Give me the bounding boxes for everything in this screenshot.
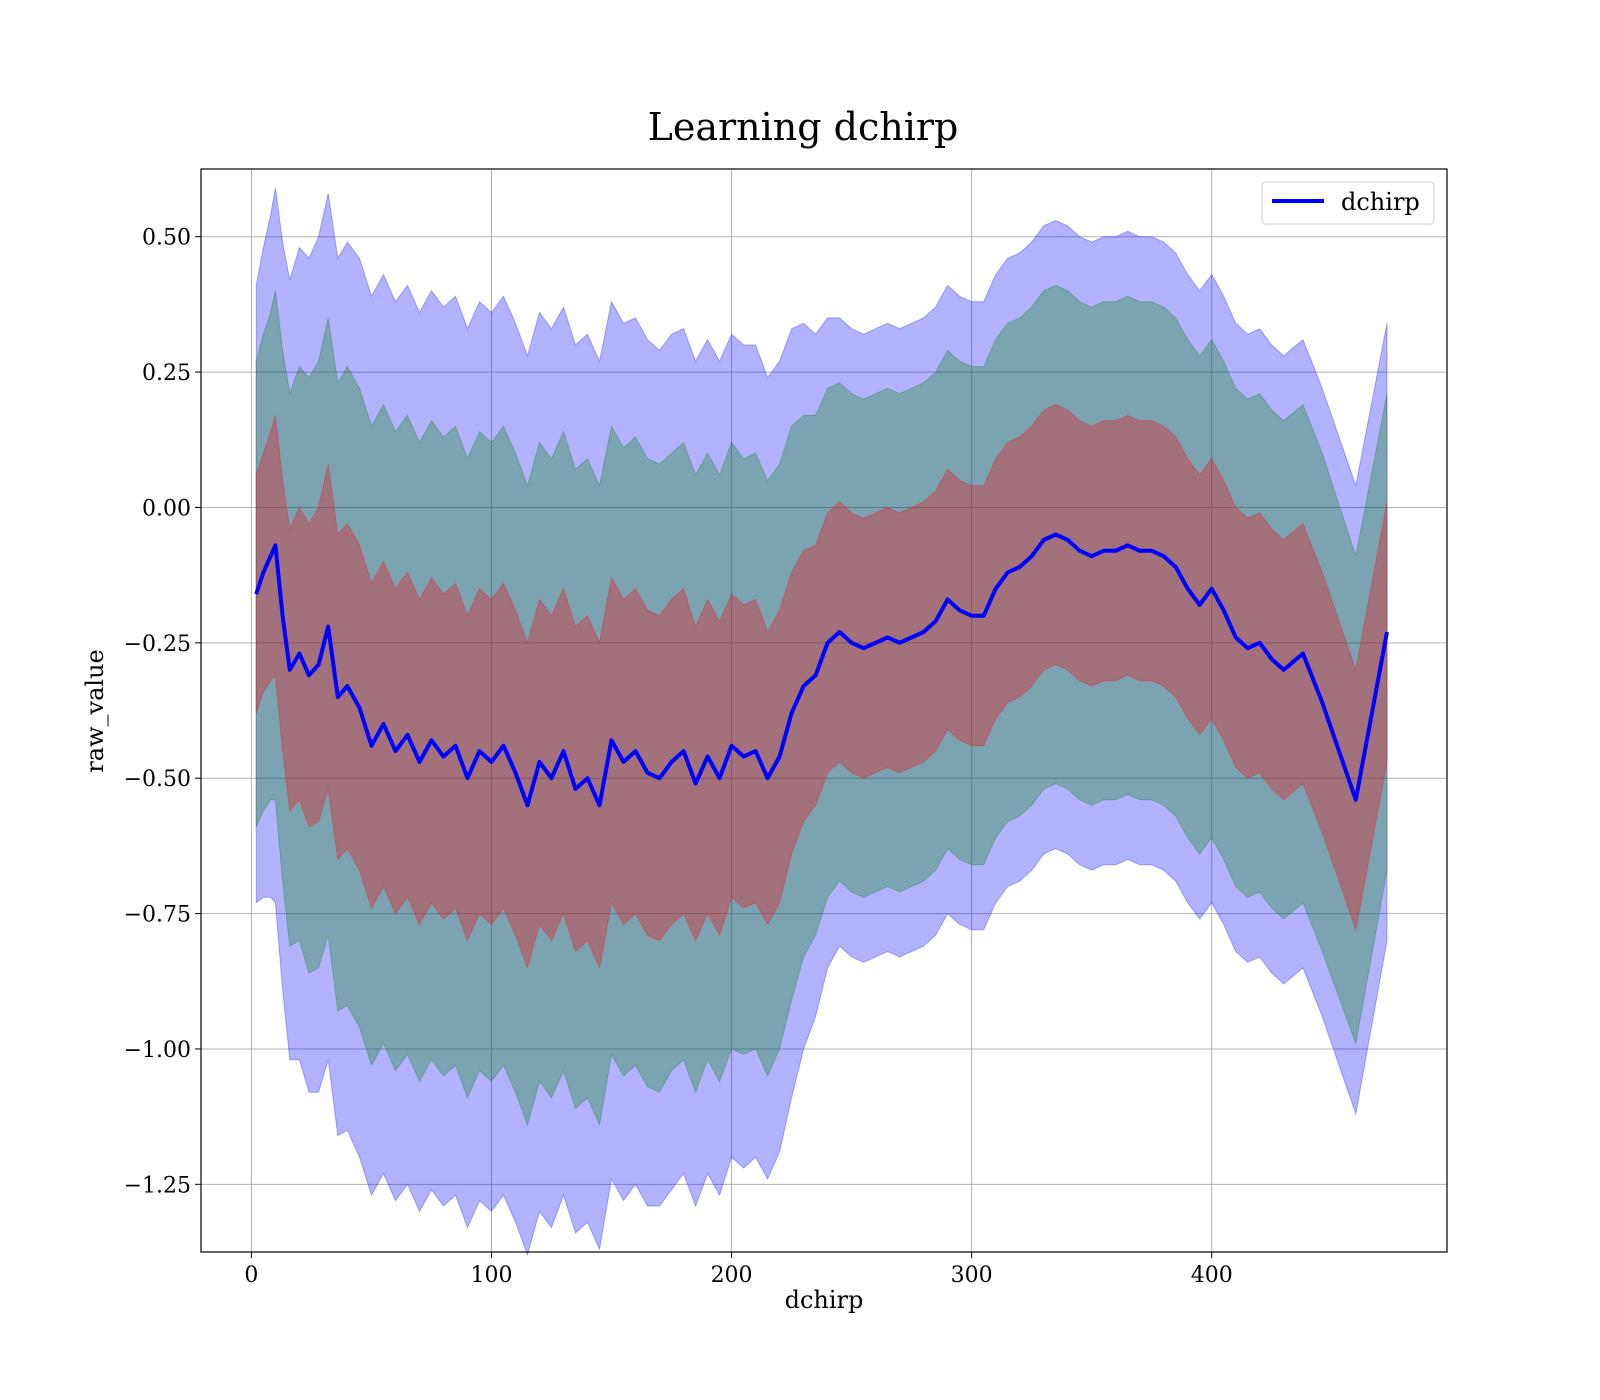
x-tick-label: 100: [470, 1263, 512, 1288]
series-lines: [254, 532, 1389, 808]
grid: [201, 169, 1447, 1252]
y-tick-label: −0.50: [124, 767, 191, 792]
y-tick-label: −1.25: [124, 1173, 191, 1198]
y-tick-label: −0.25: [124, 632, 191, 657]
x-axis: 0 100 200 300 400: [244, 1252, 1233, 1288]
x-axis-label: dchirp: [785, 1286, 864, 1314]
y-tick-label: 0.00: [142, 496, 191, 521]
band-outer: [255, 187, 1388, 1257]
y-tick-label: 0.50: [142, 226, 191, 251]
y-tick-label: −1.00: [124, 1038, 191, 1063]
band-middle: [255, 284, 1388, 1127]
x-tick-label: 200: [711, 1263, 753, 1288]
chart-title: Learning dchirp: [648, 105, 959, 149]
x-tick-label: 400: [1191, 1263, 1233, 1288]
legend: dchirp: [1261, 181, 1435, 225]
y-tick-label: −0.75: [124, 903, 191, 928]
x-tick-label: 0: [244, 1263, 258, 1288]
y-axis: 0.50 0.25 0.00 −0.25 −0.50 −0.75 −1.00 −1.25: [124, 226, 201, 1198]
confidence-bands: [255, 187, 1388, 1257]
plot-frame: [200, 168, 1448, 1253]
y-axis-label: raw_value: [81, 649, 109, 773]
legend-label: dchirp: [1341, 188, 1420, 216]
y-tick-label: 0.25: [142, 361, 191, 386]
x-tick-label: 300: [951, 1263, 993, 1288]
band-inner: [255, 404, 1388, 970]
legend-box: [1261, 181, 1435, 225]
series-line-dchirp: [254, 532, 1389, 808]
